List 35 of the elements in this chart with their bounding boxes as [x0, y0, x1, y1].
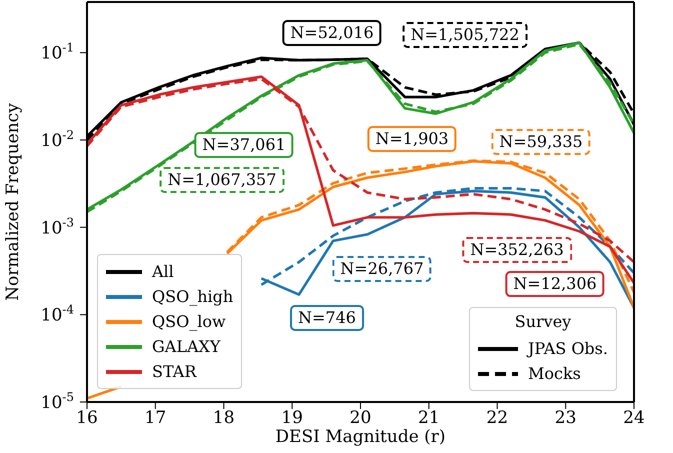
- y-tick-label: 10$^{-2}$: [40, 128, 74, 151]
- x-tick-label: 19: [281, 408, 303, 428]
- annotation: N=1,505,722: [402, 22, 528, 48]
- legend-label: QSO_high: [152, 287, 234, 306]
- x-tick-label: 21: [418, 408, 440, 428]
- x-axis-title: DESI Magnitude (r): [275, 427, 446, 447]
- annotation: N=52,016: [282, 20, 382, 46]
- y-axis-title: Normalized Frequency: [3, 102, 24, 301]
- y-tick-label: 10$^{-4}$: [40, 302, 74, 326]
- y-tick-label: 10$^{-3}$: [40, 215, 74, 238]
- annotation: N=37,061: [194, 132, 294, 158]
- legend-title: Survey: [514, 312, 572, 333]
- x-tick-label: 23: [554, 408, 576, 428]
- x-tick-label: 18: [212, 408, 235, 428]
- x-tick-label: 20: [350, 408, 372, 428]
- x-tick-label: 16: [76, 408, 98, 428]
- x-tick-label: 17: [144, 408, 166, 428]
- annotation: N=352,263: [462, 237, 572, 263]
- x-tick-label: 22: [486, 408, 508, 428]
- annotation: N=12,306: [505, 271, 605, 297]
- annotation: N=26,767: [332, 256, 432, 282]
- y-tick-label: 10$^{-5}$: [40, 390, 74, 413]
- legend-label: QSO_low: [152, 312, 226, 331]
- legend-label: GALAXY: [152, 337, 220, 356]
- legend-label: STAR: [152, 362, 196, 381]
- line-series: [260, 190, 634, 310]
- x-tick-label: 24: [623, 408, 645, 428]
- annotation: JPAS Obs.: [528, 339, 608, 358]
- y-tick-label: 10$^{-1}$: [40, 40, 74, 64]
- annotation: N=59,335: [491, 129, 591, 155]
- annotation: N=1,067,357: [160, 167, 284, 193]
- annotation: N=1,903: [367, 126, 457, 152]
- annotation: N=746: [290, 305, 364, 331]
- annotation: Mocks: [528, 364, 581, 383]
- legend-label: All: [152, 262, 174, 281]
